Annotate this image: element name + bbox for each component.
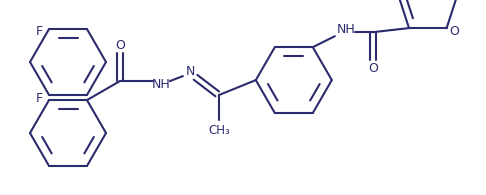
Text: F: F xyxy=(35,92,43,105)
Text: CH₃: CH₃ xyxy=(208,124,230,136)
Text: NH: NH xyxy=(152,78,170,91)
Text: O: O xyxy=(115,39,125,52)
Text: N: N xyxy=(186,65,195,78)
Text: O: O xyxy=(450,25,460,38)
Text: F: F xyxy=(35,25,43,38)
Text: O: O xyxy=(368,62,378,75)
Text: NH: NH xyxy=(336,23,355,36)
